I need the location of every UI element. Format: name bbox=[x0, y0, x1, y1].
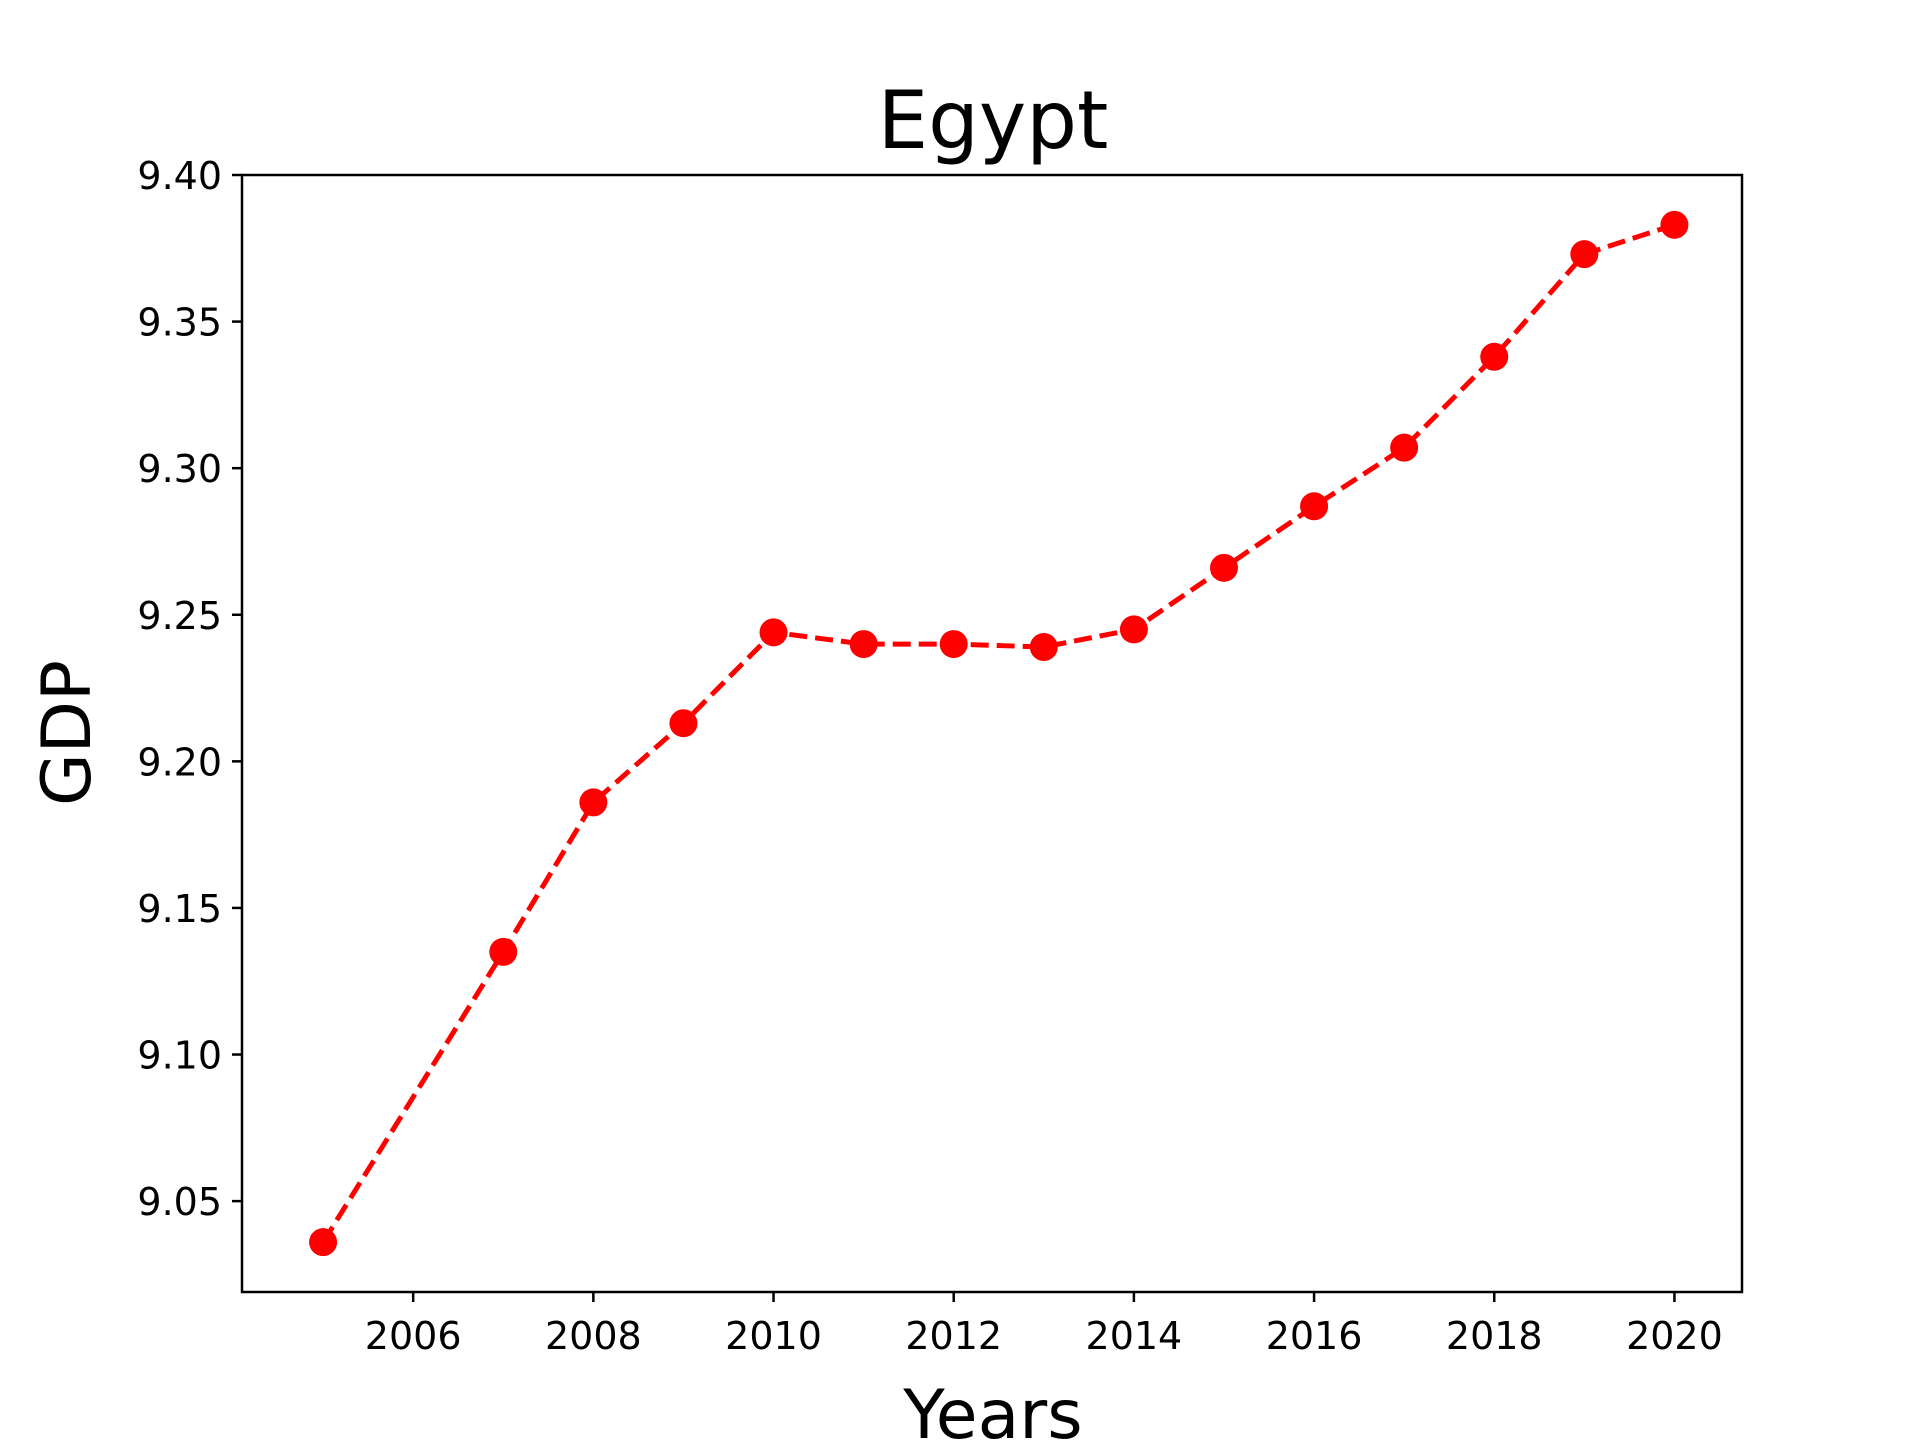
series-layer bbox=[309, 210, 1689, 1257]
x-axis-label: Years bbox=[902, 1376, 1082, 1440]
data-point bbox=[579, 788, 608, 817]
data-point bbox=[1480, 342, 1509, 371]
y-tick-label: 9.05 bbox=[137, 1180, 222, 1224]
x-tick-label: 2012 bbox=[905, 1314, 1002, 1358]
data-point bbox=[849, 630, 878, 659]
x-tick-label: 2014 bbox=[1086, 1314, 1183, 1358]
data-point bbox=[939, 630, 968, 659]
data-point bbox=[1390, 433, 1419, 462]
y-tick-label: 9.20 bbox=[137, 740, 222, 784]
plot-frame bbox=[240, 173, 1744, 1294]
data-point bbox=[1029, 633, 1058, 662]
data-point bbox=[1300, 492, 1329, 521]
data-point bbox=[759, 618, 788, 647]
y-tick-label: 9.25 bbox=[137, 594, 222, 638]
x-axis-ticks: 2006 2008 2010 2012 2014 2016 2018 2020 bbox=[365, 1292, 1723, 1358]
data-point bbox=[489, 937, 518, 966]
y-tick-label: 9.35 bbox=[137, 301, 222, 345]
plot-area bbox=[242, 175, 1742, 1292]
x-tick-label: 2006 bbox=[365, 1314, 462, 1358]
y-tick-label: 9.40 bbox=[137, 154, 222, 198]
chart-title: Egypt bbox=[878, 74, 1109, 167]
y-tick-label: 9.15 bbox=[137, 887, 222, 931]
data-point bbox=[1209, 553, 1238, 582]
data-point bbox=[309, 1228, 338, 1257]
y-tick-label: 9.30 bbox=[137, 447, 222, 491]
x-tick-label: 2016 bbox=[1266, 1314, 1363, 1358]
x-tick-label: 2010 bbox=[725, 1314, 822, 1358]
series-line bbox=[320, 222, 1676, 1244]
x-tick-label: 2018 bbox=[1446, 1314, 1543, 1358]
data-point bbox=[1570, 240, 1599, 269]
data-point bbox=[1660, 210, 1689, 239]
data-point bbox=[669, 709, 698, 738]
y-tick-label: 9.10 bbox=[137, 1034, 222, 1078]
x-tick-label: 2008 bbox=[545, 1314, 642, 1358]
y-axis-label: GDP bbox=[28, 660, 107, 806]
y-axis-ticks: 9.05 9.10 9.15 9.20 9.25 9.30 9.35 9.40 bbox=[137, 154, 242, 1224]
x-tick-label: 2020 bbox=[1626, 1314, 1723, 1358]
data-point bbox=[1119, 615, 1148, 644]
